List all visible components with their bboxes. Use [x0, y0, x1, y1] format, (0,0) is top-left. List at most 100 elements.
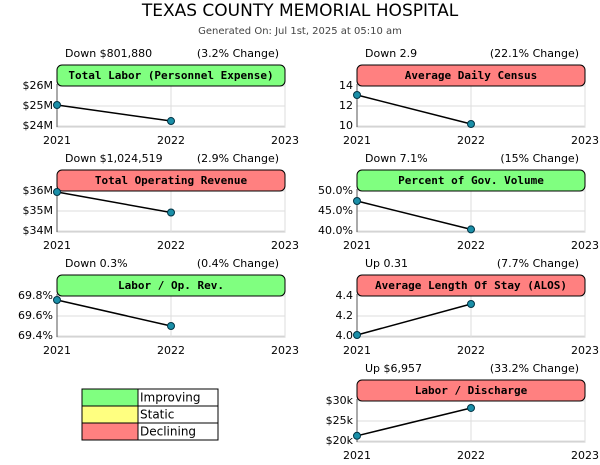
x-tick-label: 2023 — [271, 239, 299, 252]
legend-label: Declining — [140, 425, 196, 439]
x-tick-label: 2023 — [571, 134, 599, 147]
point — [53, 188, 61, 196]
line — [356, 200, 472, 231]
x-tick-label: 2022 — [157, 134, 185, 147]
x-tick-label: 2021 — [43, 239, 71, 252]
x-tick-label: 2023 — [571, 239, 599, 252]
x-tick-label: 2021 — [343, 239, 371, 252]
x-tick-label: 2022 — [157, 239, 185, 252]
line — [56, 104, 172, 122]
legend-label: Static — [140, 408, 174, 422]
y-tick-label: $25M — [23, 99, 54, 112]
title-bar — [356, 64, 586, 87]
y-tick-label: 50.0% — [318, 184, 353, 197]
title-bar — [356, 169, 586, 192]
pct-change-text: (15% Change) — [500, 152, 579, 165]
line — [56, 299, 172, 327]
legend-swatch — [81, 422, 139, 441]
y-tick-label: 14 — [339, 79, 353, 92]
x-tick-label: 2022 — [457, 239, 485, 252]
pct-change-text: (0.4% Change) — [197, 257, 279, 270]
y-tick-label: 45.0% — [318, 204, 353, 217]
y-tick-label: $25k — [326, 414, 354, 427]
point — [353, 431, 361, 440]
x-tick-label: 2021 — [343, 134, 371, 147]
x-tick-label: 2023 — [271, 134, 299, 147]
y-tick-label: 69.6% — [18, 309, 53, 322]
point — [467, 120, 475, 128]
point — [167, 208, 175, 217]
change-text: Up 0.31 — [365, 257, 408, 270]
y-tick-label: 40.0% — [318, 224, 353, 237]
y-tick-label: $35M — [23, 204, 54, 217]
change-text: Down $801,880 — [65, 47, 152, 60]
page-title: TEXAS COUNTY MEMORIAL HOSPITAL — [141, 1, 459, 21]
line — [356, 94, 472, 125]
chart-title: Average Daily Census — [405, 69, 537, 82]
point — [353, 197, 361, 205]
legend-swatch — [81, 388, 139, 407]
title-bar — [356, 274, 586, 297]
point — [467, 403, 475, 412]
y-tick-label: $20k — [326, 434, 354, 447]
point — [467, 225, 475, 234]
y-tick-label: 10 — [339, 119, 353, 132]
chart-title: Labor / Discharge — [415, 384, 528, 397]
title-bar — [56, 274, 286, 297]
chart-title: Total Operating Revenue — [95, 174, 248, 187]
legend-swatch — [81, 405, 139, 424]
x-tick-label: 2022 — [457, 344, 485, 357]
change-text: Up $6,957 — [365, 362, 422, 375]
x-tick-label: 2022 — [157, 344, 185, 357]
y-tick-label: 4.4 — [336, 289, 354, 302]
change-text: Down $1,024,519 — [65, 152, 163, 165]
chart-title: Average Length Of Stay (ALOS) — [375, 279, 567, 292]
y-tick-label: 12 — [339, 99, 353, 112]
x-tick-label: 2022 — [457, 134, 485, 147]
x-tick-label: 2023 — [571, 344, 599, 357]
x-tick-label: 2021 — [43, 344, 71, 357]
point — [167, 322, 175, 330]
point — [467, 300, 475, 308]
x-tick-label: 2023 — [271, 344, 299, 357]
x-tick-label: 2022 — [457, 449, 485, 462]
y-tick-label: $26M — [23, 79, 54, 92]
y-tick-label: $30k — [326, 394, 354, 407]
title-bar — [356, 379, 586, 402]
title-bar — [56, 64, 286, 87]
pct-change-text: (2.9% Change) — [197, 152, 279, 165]
point — [353, 91, 361, 99]
line — [356, 407, 472, 437]
y-tick-label: $34M — [23, 224, 54, 237]
line — [356, 303, 472, 336]
x-tick-label: 2021 — [343, 344, 371, 357]
y-tick-label: $36M — [23, 184, 54, 197]
change-text: Down 2.9 — [365, 47, 417, 60]
y-tick-label: 69.4% — [18, 329, 53, 342]
pct-change-text: (7.7% Change) — [497, 257, 579, 270]
pct-change-text: (3.2% Change) — [197, 47, 279, 60]
x-tick-label: 2021 — [43, 134, 71, 147]
y-tick-label: 4.0 — [336, 329, 354, 342]
y-tick-label: 4.2 — [336, 309, 354, 322]
legend-cell — [137, 422, 219, 441]
chart-title: Labor / Op. Rev. — [118, 279, 224, 292]
title-bar — [56, 169, 286, 192]
chart-title: Percent of Gov. Volume — [398, 174, 544, 187]
legend-label: Improving — [140, 391, 201, 405]
line — [56, 191, 172, 214]
page-subtitle: Generated On: Jul 1st, 2025 at 05:10 am — [198, 26, 402, 37]
point — [167, 117, 175, 126]
y-tick-label: 69.8% — [18, 289, 53, 302]
point — [53, 296, 61, 304]
point — [53, 101, 61, 109]
point — [353, 331, 361, 339]
x-tick-label: 2021 — [343, 449, 371, 462]
chart-title: Total Labor (Personnel Expense) — [68, 69, 273, 82]
y-tick-label: $24M — [23, 119, 54, 132]
change-text: Down 0.3% — [65, 257, 128, 270]
pct-change-text: (33.2% Change) — [490, 362, 579, 375]
pct-change-text: (22.1% Change) — [490, 47, 579, 60]
change-text: Down 7.1% — [365, 152, 428, 165]
